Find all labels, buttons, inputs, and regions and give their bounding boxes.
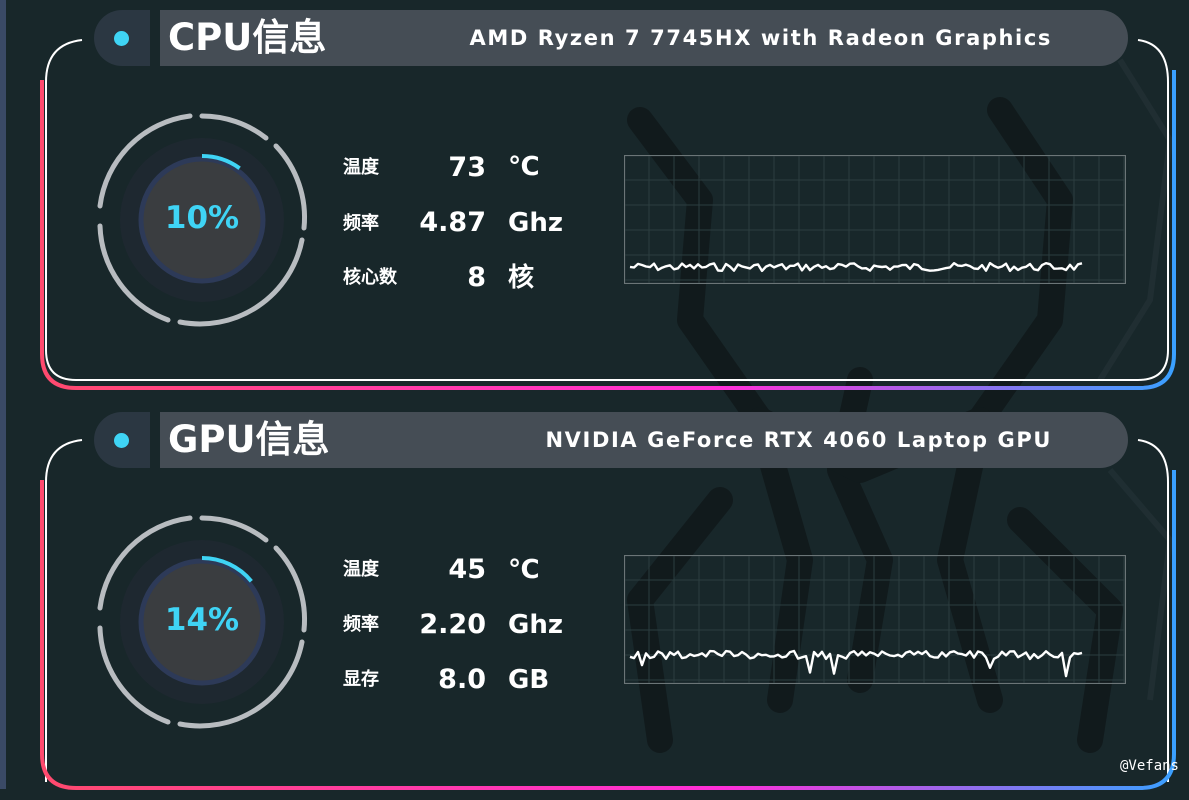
gpu-model: NVIDIA GeForce RTX 4060 Laptop GPU xyxy=(545,428,1052,452)
gpu-usage-gauge: 14% xyxy=(92,512,312,732)
cpu-freq-unit: Ghz xyxy=(508,208,563,238)
gpu-usage-line xyxy=(629,649,1083,678)
gpu-freq-value: 2.20 xyxy=(419,609,486,640)
status-dot-icon xyxy=(114,433,129,448)
cpu-temp-value: 73 xyxy=(448,152,486,183)
gpu-usage-graph xyxy=(624,555,1126,684)
gpu-vram-label: 显存 xyxy=(343,669,379,690)
cpu-header-bar: CPU信息 AMD Ryzen 7 7745HX with Radeon Gra… xyxy=(160,10,1128,66)
cpu-model: AMD Ryzen 7 7745HX with Radeon Graphics xyxy=(469,26,1052,50)
cpu-panel: CPU信息 AMD Ryzen 7 7745HX with Radeon Gra… xyxy=(0,10,1189,400)
gpu-temp-unit: ℃ xyxy=(508,555,540,585)
cpu-cores-unit: 核 xyxy=(508,263,535,293)
cpu-gauge-graphic xyxy=(97,113,307,327)
gpu-gauge-graphic xyxy=(97,515,307,729)
gpu-vram-value: 8.0 xyxy=(438,664,486,695)
gpu-usage-value: 14% xyxy=(164,602,240,638)
gpu-freq-label: 频率 xyxy=(343,614,379,635)
watermark: @Vefans xyxy=(1119,758,1179,774)
cpu-freq-label: 频率 xyxy=(343,213,379,234)
gpu-temp-value: 45 xyxy=(448,554,486,585)
cpu-freq-value: 4.87 xyxy=(419,207,486,238)
gpu-freq-unit: Ghz xyxy=(508,610,563,640)
gpu-title: GPU信息 xyxy=(168,418,330,461)
cpu-usage-gauge: 10% xyxy=(92,110,312,330)
cpu-usage-value: 10% xyxy=(164,200,240,236)
cpu-temp-label: 温度 xyxy=(343,157,379,178)
cpu-cores-value: 8 xyxy=(467,262,486,293)
cpu-usage-graph xyxy=(624,155,1126,284)
cpu-header-indicator xyxy=(94,10,150,66)
cpu-usage-line xyxy=(629,261,1083,273)
cpu-usage-arc xyxy=(136,154,268,286)
gpu-header-bar: GPU信息 NVIDIA GeForce RTX 4060 Laptop GPU xyxy=(160,412,1128,468)
gpu-usage-arc xyxy=(136,556,268,688)
cpu-title: CPU信息 xyxy=(168,16,327,59)
cpu-panel-frame xyxy=(40,39,1176,390)
gpu-temp-label: 温度 xyxy=(343,559,379,580)
gpu-header-indicator xyxy=(94,412,150,468)
cpu-cores-label: 核心数 xyxy=(343,267,397,288)
status-dot-icon xyxy=(114,31,129,46)
gpu-panel: GPU信息 NVIDIA GeForce RTX 4060 Laptop GPU… xyxy=(0,410,1189,800)
gpu-vram-unit: GB xyxy=(508,665,550,695)
cpu-temp-unit: ℃ xyxy=(508,152,540,182)
gpu-panel-frame xyxy=(40,439,1176,790)
